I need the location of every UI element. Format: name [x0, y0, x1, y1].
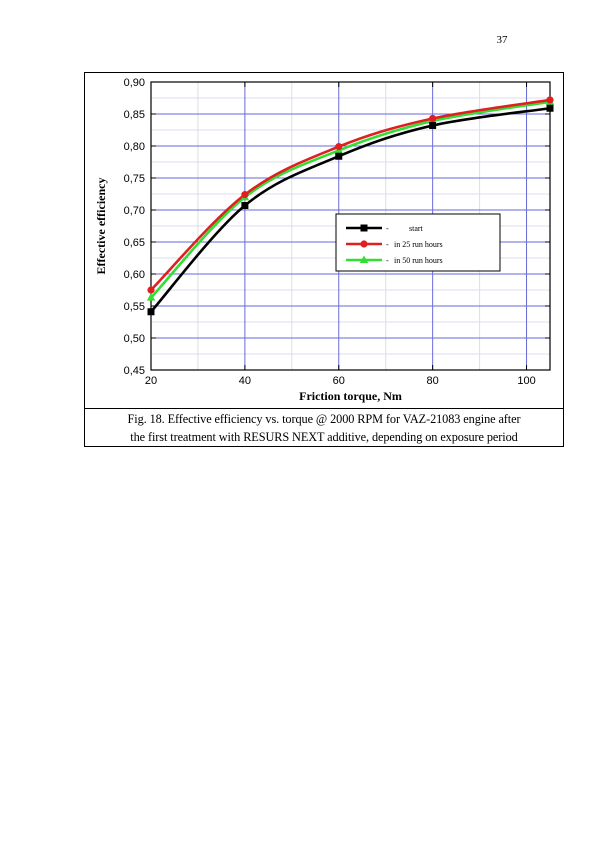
x-tick-label: 20 — [145, 375, 157, 387]
figure-caption: Fig. 18. Effective efficiency vs. torque… — [85, 408, 563, 446]
data-point-circle — [147, 286, 155, 294]
legend-dash: - — [386, 224, 389, 233]
data-point-square — [335, 152, 343, 160]
x-tick-label: 80 — [427, 375, 439, 387]
figure: 20 40 60 80 100 0,45 0,50 0,55 0,60 0,65 0,70 0,75 0… — [84, 72, 564, 447]
y-axis-label: Effective efficiency — [94, 178, 108, 275]
legend-marker — [360, 224, 368, 232]
data-point-square — [241, 202, 249, 210]
plot-frame — [150, 81, 551, 371]
legend-label: in 25 run hours — [394, 240, 443, 249]
data-point-circle — [546, 96, 554, 104]
data-point-circle — [429, 114, 437, 123]
y-tick-label: 0,55 — [124, 301, 145, 313]
y-tick-label: 0,85 — [124, 109, 145, 121]
y-tick-label: 0,65 — [124, 237, 145, 249]
legend-dash: - — [386, 256, 389, 265]
x-axis-label: Friction torque, Nm — [299, 389, 402, 403]
data-point-square — [147, 308, 155, 316]
y-tick-label: 0,50 — [124, 333, 145, 345]
y-tick-label: 0,70 — [124, 205, 145, 217]
y-tick-label: 0,80 — [124, 141, 145, 153]
caption-line-2: the first treatment with RESURS NEXT add… — [130, 430, 518, 444]
y-tick-label: 0,45 — [124, 365, 145, 377]
y-tick-label: 0,60 — [124, 269, 145, 281]
x-tick-label: 60 — [333, 375, 345, 387]
data-point-square — [429, 122, 437, 130]
efficiency-chart: 20 40 60 80 100 0,45 0,50 0,55 0,60 0,65 0,70 0,75 0… — [94, 77, 555, 403]
legend-label: start — [409, 224, 424, 233]
x-tick-label: 100 — [517, 375, 535, 387]
data-point-square — [546, 104, 554, 112]
data-point-circle — [241, 191, 249, 199]
legend-dash: - — [386, 240, 389, 249]
data-point-triangle — [146, 293, 156, 301]
legend-marker — [359, 255, 369, 263]
x-tick-label: 40 — [239, 375, 251, 387]
caption-line-1: Fig. 18. Effective efficiency vs. torque… — [127, 412, 521, 426]
y-tick-label: 0,75 — [124, 173, 145, 185]
legend-label: in 50 run hours — [394, 256, 443, 265]
y-tick-label: 0,90 — [124, 77, 145, 89]
data-point-circle — [335, 143, 343, 151]
legend-marker — [360, 240, 368, 248]
page-number: 37 — [496, 34, 508, 46]
